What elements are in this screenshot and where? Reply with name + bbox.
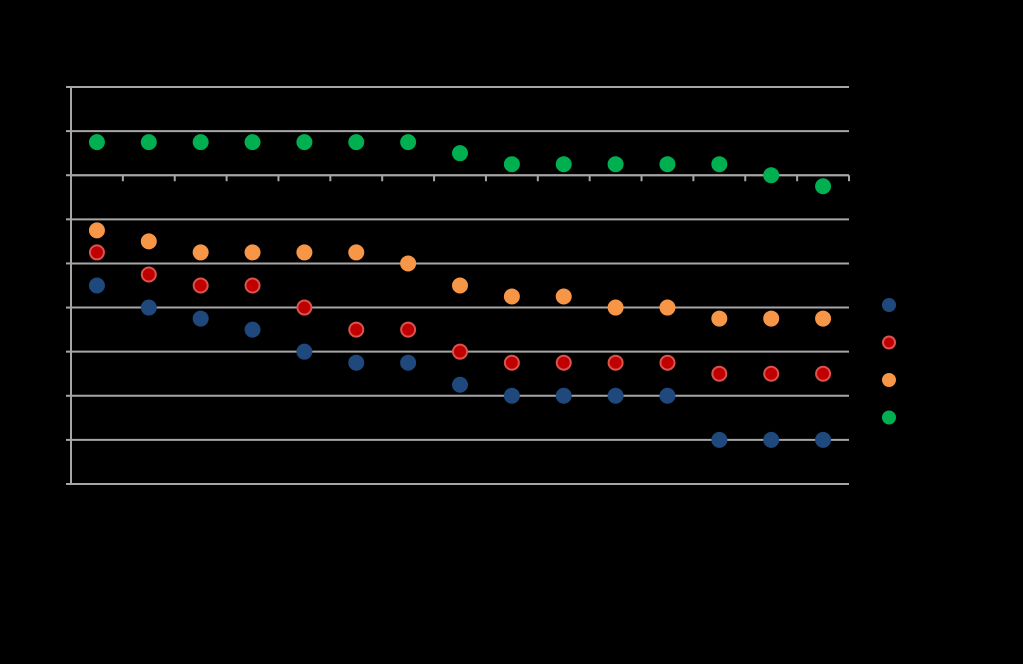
point-series-1-7 [400, 354, 417, 371]
point-series-4-7 [400, 134, 417, 151]
point-series-4-10 [555, 156, 572, 173]
point-series-1-14 [763, 431, 780, 448]
point-series-2-4 [244, 277, 261, 294]
point-series-4-8 [452, 145, 468, 162]
point-series-4-14 [763, 167, 780, 184]
point-series-3-7 [400, 255, 417, 272]
point-series-1-10 [555, 387, 572, 404]
point-series-3-10 [555, 288, 572, 305]
point-series-2-11 [607, 354, 624, 371]
legend-marker-series-2 [882, 335, 896, 350]
point-series-2-1 [88, 244, 105, 261]
point-series-4-6 [348, 134, 365, 151]
point-series-3-5 [296, 244, 313, 261]
point-series-2-8 [452, 343, 468, 360]
point-series-1-15 [815, 431, 832, 448]
point-series-2-3 [192, 277, 209, 294]
point-series-4-1 [88, 134, 105, 151]
point-series-1-11 [607, 387, 624, 404]
point-series-3-12 [659, 299, 676, 316]
point-series-3-11 [607, 299, 624, 316]
point-series-4-11 [607, 156, 624, 173]
point-series-3-9 [503, 288, 520, 305]
point-series-1-4 [244, 321, 261, 338]
point-series-3-8 [452, 277, 468, 294]
point-series-2-9 [503, 354, 520, 371]
data-points [88, 134, 832, 448]
point-series-3-13 [711, 310, 728, 327]
point-series-1-6 [348, 354, 365, 371]
point-series-3-14 [763, 310, 780, 327]
point-series-3-1 [88, 222, 105, 239]
point-series-4-5 [296, 134, 313, 151]
point-series-3-6 [348, 244, 365, 261]
legend-marker-series-1 [882, 298, 896, 312]
point-series-2-7 [400, 321, 417, 338]
point-series-4-2 [140, 134, 157, 151]
point-series-3-2 [140, 233, 157, 250]
point-series-2-6 [348, 321, 365, 338]
legend [882, 298, 896, 425]
point-series-2-10 [555, 354, 572, 371]
point-series-1-8 [452, 376, 468, 393]
point-series-1-9 [503, 387, 520, 404]
point-series-2-5 [296, 299, 313, 316]
point-series-1-5 [296, 343, 313, 360]
point-series-2-14 [763, 365, 780, 382]
point-series-4-3 [192, 134, 209, 151]
point-series-3-15 [815, 310, 832, 327]
point-series-1-13 [711, 431, 728, 448]
point-series-4-12 [659, 156, 676, 173]
point-series-1-12 [659, 387, 676, 404]
point-series-2-12 [659, 354, 676, 371]
point-series-3-4 [244, 244, 261, 261]
legend-marker-series-3 [882, 373, 896, 387]
point-series-2-15 [815, 365, 832, 382]
point-series-3-3 [192, 244, 209, 261]
legend-marker-series-4 [882, 410, 896, 425]
point-series-2-13 [711, 365, 728, 382]
point-series-4-4 [244, 134, 261, 151]
axes [70, 87, 850, 484]
point-series-4-13 [711, 156, 728, 173]
point-series-2-2 [140, 266, 157, 283]
point-series-1-3 [192, 310, 209, 327]
point-series-1-1 [88, 277, 105, 294]
point-series-1-2 [140, 299, 157, 316]
point-series-4-15 [815, 178, 832, 195]
point-series-4-9 [503, 156, 520, 173]
